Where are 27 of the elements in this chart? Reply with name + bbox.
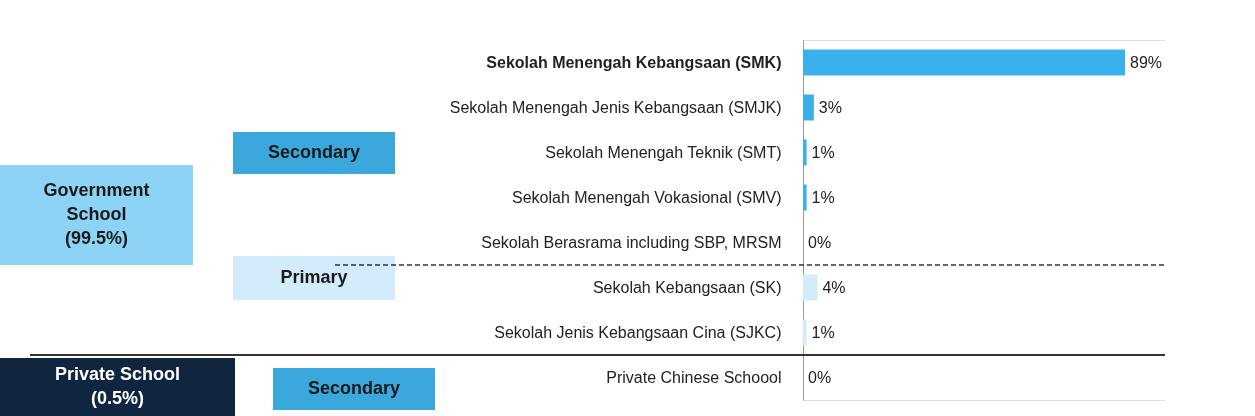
bar xyxy=(803,274,818,301)
y-tick-label: Sekolah Menengah Vokasional (SMV) xyxy=(512,188,782,206)
text: Primary xyxy=(280,267,348,287)
data-label: 1% xyxy=(811,188,835,206)
y-tick-label: Sekolah Kebangsaan (SK) xyxy=(592,278,782,296)
text: Secondary xyxy=(267,142,361,162)
bar xyxy=(803,319,807,346)
y-tick-label: Sekolah Berasrama including SBP, MRSM xyxy=(481,233,782,251)
text: Government School (99.5%) xyxy=(43,180,150,248)
data-label: 1% xyxy=(811,323,835,341)
y-tick-label: Sekolah Jenis Kebangsaan Cina (SJKC) xyxy=(494,323,782,341)
data-label: 0% xyxy=(808,233,832,251)
bar xyxy=(803,184,807,211)
data-label: 0% xyxy=(808,368,832,386)
y-tick-label: Sekolah Menengah Teknik (SMT) xyxy=(545,143,782,161)
y-tick-label: Private Chinese Schoool xyxy=(606,368,782,386)
bar xyxy=(803,94,814,121)
bar xyxy=(803,49,1125,76)
data-label: 4% xyxy=(822,278,846,296)
data-label: 1% xyxy=(811,143,835,161)
data-label: 3% xyxy=(818,98,842,116)
data-label: 89% xyxy=(1130,53,1163,71)
text: Private School (0.5%) xyxy=(54,364,181,408)
y-tick-label: Sekolah Menengah Kebangsaan (SMK) xyxy=(486,53,782,71)
y-tick-label: Sekolah Menengah Jenis Kebangsaan (SMJK) xyxy=(449,98,782,116)
text: Secondary xyxy=(307,378,401,398)
bar xyxy=(803,139,807,166)
